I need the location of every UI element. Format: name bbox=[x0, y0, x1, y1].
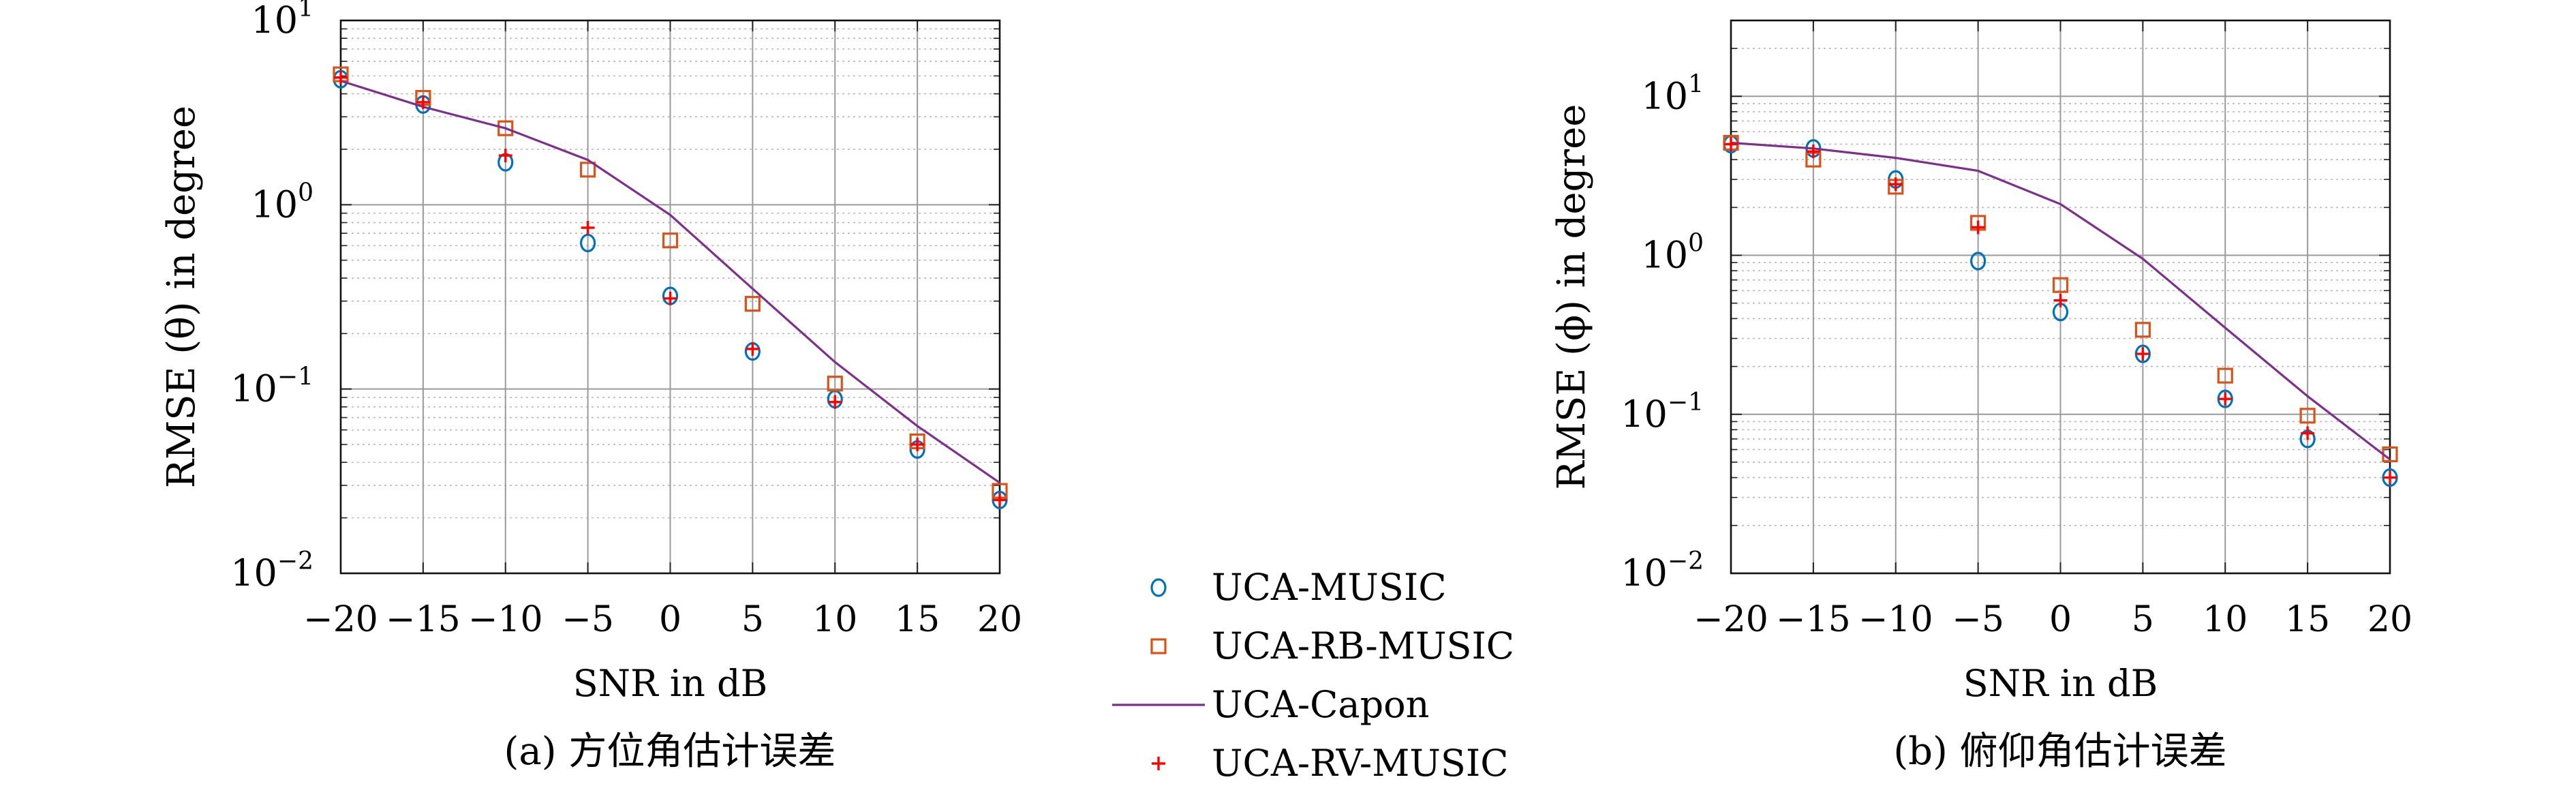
x-tick-label: −5 bbox=[562, 599, 614, 640]
x-tick-label: 15 bbox=[2285, 599, 2330, 640]
x-tick-label: 10 bbox=[2203, 599, 2248, 640]
chart-elevation: −20 −15 −10 −5 0 5 10 15 20 10−2 10−1 100 101 SNR in … bbox=[1550, 19, 2412, 774]
data-point bbox=[2217, 367, 2233, 384]
y-tick-label: 10−1 bbox=[230, 363, 313, 410]
series-uca-capon bbox=[340, 80, 1000, 484]
x-tick-label: 20 bbox=[2367, 599, 2412, 640]
data-point bbox=[498, 149, 512, 163]
x-tick-label: −5 bbox=[1952, 599, 2004, 640]
data-point bbox=[2134, 322, 2151, 338]
x-axis-label: SNR in dB bbox=[1963, 662, 2158, 705]
legend-swatch bbox=[1152, 757, 1165, 770]
x-tick-label: 20 bbox=[977, 599, 1022, 640]
data-point bbox=[334, 70, 348, 85]
y-tick-label: 100 bbox=[251, 179, 313, 226]
series-uca-capon bbox=[1730, 141, 2391, 461]
x-tick-label: −15 bbox=[1776, 599, 1851, 640]
data-point bbox=[1970, 252, 1987, 271]
plot-frame bbox=[1730, 19, 2391, 575]
data-point bbox=[746, 342, 760, 356]
data-point bbox=[416, 95, 430, 109]
x-tick-label: −10 bbox=[468, 599, 543, 640]
data-point bbox=[581, 221, 595, 235]
legend-label: UCA-Capon bbox=[1212, 683, 1429, 726]
x-tick-label: 0 bbox=[659, 599, 681, 640]
data-point bbox=[1888, 177, 1903, 192]
data-point bbox=[663, 291, 677, 305]
legend-swatch bbox=[1150, 578, 1167, 597]
x-tick-label: −20 bbox=[303, 599, 378, 640]
data-point bbox=[993, 493, 1007, 507]
series-uca-rv-music bbox=[1724, 137, 2397, 485]
x-axis-label: SNR in dB bbox=[573, 662, 768, 705]
chart-caption: (b) 俯仰角估计误差 bbox=[1893, 729, 2226, 774]
data-point bbox=[1971, 220, 1985, 235]
legend-label: UCA-MUSIC bbox=[1212, 566, 1447, 609]
y-tick-label: 10−1 bbox=[1621, 389, 1704, 436]
legend-entry: UCA-RB-MUSIC bbox=[1150, 624, 1514, 667]
x-tick-label: −20 bbox=[1693, 599, 1768, 640]
legend-entry: UCA-MUSIC bbox=[1150, 566, 1447, 609]
x-tick-label: 15 bbox=[895, 599, 940, 640]
data-point bbox=[2301, 426, 2315, 440]
data-point bbox=[2299, 408, 2316, 424]
series-line bbox=[340, 80, 1000, 484]
legend: UCA-MUSIC UCA-RB-MUSIC UCA-Capon UCA-RV-MUS… bbox=[1112, 566, 1514, 785]
x-tick-label: 5 bbox=[741, 599, 764, 640]
data-point bbox=[497, 120, 514, 136]
legend-entry: UCA-RV-MUSIC bbox=[1152, 742, 1509, 785]
data-point bbox=[2053, 293, 2068, 307]
legend-label: UCA-RB-MUSIC bbox=[1212, 624, 1514, 667]
data-point bbox=[2136, 347, 2150, 361]
y-tick-label: 100 bbox=[1641, 230, 1704, 277]
data-point bbox=[827, 376, 843, 392]
data-point bbox=[662, 232, 679, 249]
legend-swatch bbox=[1150, 638, 1167, 654]
series-line bbox=[1730, 141, 2391, 461]
data-point bbox=[1724, 137, 1738, 151]
data-point bbox=[1806, 145, 1820, 159]
data-point bbox=[910, 438, 925, 452]
data-point bbox=[2383, 470, 2397, 485]
data-point bbox=[744, 296, 761, 312]
x-tick-label: 5 bbox=[2132, 599, 2154, 640]
data-point bbox=[2052, 277, 2069, 293]
x-tick-label: 10 bbox=[812, 599, 857, 640]
y-tick-label: 10−2 bbox=[230, 547, 313, 594]
data-point bbox=[580, 233, 596, 253]
y-tick-label: 101 bbox=[251, 0, 313, 42]
data-point bbox=[828, 395, 842, 409]
legend-label: UCA-RV-MUSIC bbox=[1212, 742, 1509, 785]
y-axis-label: RMSE (θ) in degree bbox=[159, 106, 204, 488]
y-tick-label: 101 bbox=[1641, 70, 1704, 117]
chart-caption: (a) 方位角估计误差 bbox=[504, 729, 836, 774]
series-uca-rv-music bbox=[334, 70, 1007, 507]
data-point bbox=[2218, 392, 2233, 406]
data-point bbox=[580, 162, 596, 178]
x-tick-label: −10 bbox=[1858, 599, 1933, 640]
x-tick-label: −15 bbox=[386, 599, 461, 640]
plot-frame bbox=[339, 19, 1001, 575]
x-tick-label: 0 bbox=[2049, 599, 2072, 640]
legend-entry: UCA-Capon bbox=[1112, 683, 1429, 726]
y-axis-label: RMSE (ϕ) in degree bbox=[1550, 104, 1594, 490]
y-tick-label: 10−2 bbox=[1621, 547, 1704, 594]
chart-azimuth: −20 −15 −10 −5 0 5 10 15 20 10−2 10−1 100 101 SNR in … bbox=[159, 0, 1022, 774]
